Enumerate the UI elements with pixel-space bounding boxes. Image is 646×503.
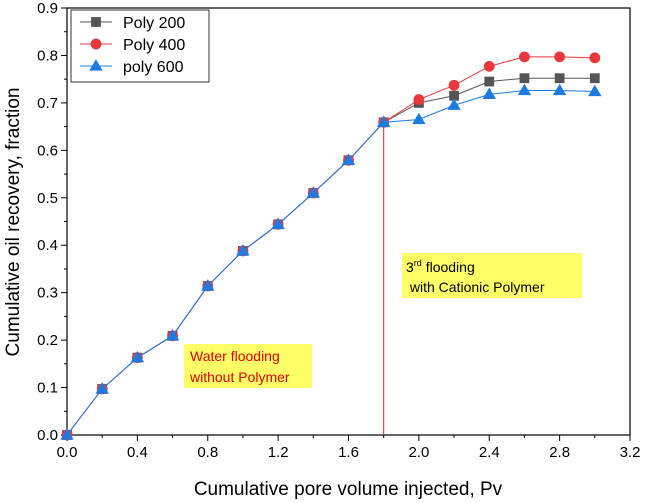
y-tick-label: 0.4 [37,237,58,254]
data-point [447,98,461,110]
annotation-third-flooding-word: flooding [422,259,475,275]
data-point [165,329,180,341]
data-point [201,279,215,291]
data-point [448,79,460,91]
data-point [60,428,74,440]
data-point [483,60,495,72]
data-point [376,115,391,127]
series-line [66,90,595,436]
data-point [554,51,566,63]
series-poly-600 [60,83,602,440]
x-tick-label: 0.0 [57,444,78,461]
annotation-third-flooding-bg [402,253,582,298]
y-tick-label: 0.0 [37,427,58,444]
data-point [236,244,250,256]
x-tick-label: 2.0 [408,444,429,461]
annotation-third-flooding-number: 3 [406,259,414,275]
legend-label: poly 600 [123,59,184,76]
legend: Poly 200 Poly 400 poly 600 [70,9,210,83]
data-point [482,87,496,99]
data-point [130,350,145,363]
x-axis-title: Cumulative pore volume injected, Pv [194,479,503,500]
annotation-third-flooding-line2: with Cationic Polymer [406,279,545,295]
annotation-water-flooding-line1: Water flooding [190,348,280,364]
y-tick-label: 0.5 [37,190,58,207]
legend-label: Poly 200 [123,15,185,32]
data-point [412,112,426,125]
data-point [341,153,356,165]
annotation-third-flooding-superscript: rd [414,258,422,268]
legend-item: Poly 200 [80,15,185,32]
annotation-water-flooding: Water flooding without Polymer [184,344,312,388]
y-tick-label: 0.1 [37,380,58,397]
data-point [519,51,530,63]
series-line [66,56,595,436]
annotation-third-flooding-line1: 3rd flooding [406,258,475,275]
legend-marker [90,38,102,50]
y-tick-label: 0.6 [37,142,58,159]
data-point [95,382,109,394]
series-poly-400 [61,51,601,441]
legend-item: poly 600 [80,59,184,76]
data-point [588,84,602,97]
data-point [517,83,532,96]
data-point [484,76,495,87]
x-tick-label: 0.4 [127,444,148,461]
series-layer [60,51,602,441]
data-point [413,94,425,105]
data-point [552,83,567,96]
x-tick-label: 2.4 [479,444,500,461]
legend-marker [91,17,101,27]
data-point [306,186,321,198]
x-axis: 0.0 0.4 0.8 1.2 1.6 2.0 2.4 2.8 3.2 [57,435,641,461]
data-point [554,73,565,84]
x-tick-label: 0.8 [197,444,218,461]
y-tick-label: 0.9 [37,0,58,17]
data-point [271,217,285,229]
y-tick-label: 0.2 [37,332,58,349]
y-axis: 0.0 0.1 0.2 0.3 0.4 0.5 0.6 0.7 0.8 0.9 [37,0,67,444]
annotation-water-flooding-line2: without Polymer [189,369,290,385]
legend-marker [89,59,103,71]
annotation-third-flooding: 3rd flooding with Cationic Polymer [402,253,582,298]
x-tick-label: 1.2 [268,444,289,461]
legend-label: Poly 400 [123,37,185,54]
data-point [519,73,530,84]
data-point [589,52,601,64]
data-point [589,73,600,84]
annotation-water-flooding-bg [184,344,312,388]
x-tick-label: 2.8 [549,444,570,461]
x-tick-label: 3.2 [620,444,641,461]
y-axis-title: Cumulative oil recovery, fraction [3,88,24,357]
y-tick-label: 0.7 [37,95,58,112]
y-tick-label: 0.3 [37,285,58,302]
x-tick-label: 1.6 [338,444,359,461]
legend-item: Poly 400 [80,37,185,54]
y-tick-label: 0.8 [37,47,58,64]
